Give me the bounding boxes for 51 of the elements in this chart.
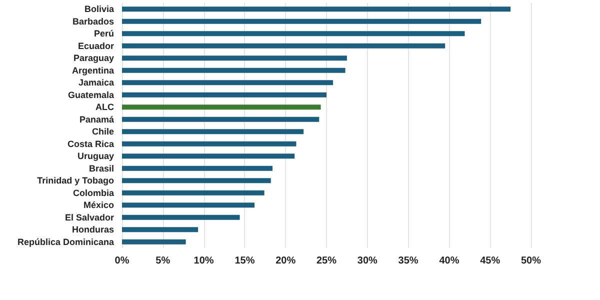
- bar: [122, 68, 346, 73]
- bar: [122, 6, 511, 12]
- x-tick-label: 5%: [156, 256, 170, 266]
- y-tick-label: Argentina: [72, 65, 115, 76]
- bar: [122, 56, 347, 61]
- bar: [122, 141, 296, 146]
- x-tick-label: 10%: [194, 256, 214, 266]
- y-tick-label: Jamaica: [78, 78, 115, 88]
- y-tick-label: Uruguay: [77, 151, 114, 162]
- bar: [122, 116, 320, 122]
- y-tick-label: Ecuador: [78, 40, 114, 51]
- bar: [122, 202, 255, 208]
- y-tick-label: Trinidad y Tobago: [37, 176, 114, 186]
- bar: [122, 104, 321, 110]
- y-tick-label: Barbados: [72, 16, 114, 26]
- bar: [122, 190, 264, 196]
- x-tick-label: 15%: [234, 256, 255, 266]
- bar: [122, 92, 326, 98]
- bar: [122, 43, 446, 48]
- x-tick-label: 20%: [276, 256, 296, 266]
- y-tick-label: Costa Rica: [67, 138, 115, 149]
- y-tick-label: México: [83, 200, 114, 210]
- y-tick-label: Perú: [94, 28, 114, 39]
- y-tick-label: El Salvador: [64, 212, 114, 222]
- y-tick-label: ALC: [96, 102, 114, 112]
- bar: [122, 239, 186, 244]
- y-tick-label: República Dominicana: [17, 236, 115, 247]
- bar: [122, 166, 273, 171]
- x-tick-label: 40%: [439, 256, 460, 266]
- bar: [122, 129, 304, 134]
- bar: [122, 227, 198, 232]
- x-tick-label: 45%: [480, 256, 500, 266]
- y-tick-label: Honduras: [72, 224, 114, 235]
- y-tick-label: Colombia: [72, 188, 115, 198]
- y-tick-label: Bolivia: [84, 4, 115, 14]
- y-tick-label: Guatemala: [68, 90, 115, 100]
- x-tick-label: 30%: [357, 256, 378, 266]
- x-tick-label: 25%: [316, 256, 337, 266]
- bar: [122, 80, 334, 86]
- bar: [122, 214, 240, 220]
- x-tick-label: 35%: [398, 256, 418, 266]
- y-tick-label: Panamá: [79, 114, 115, 124]
- x-tick-label: 0%: [114, 256, 130, 266]
- y-tick-label: Paraguay: [73, 53, 114, 64]
- y-tick-label: Chile: [92, 126, 114, 137]
- bar: [122, 178, 271, 184]
- y-tick-label: Brasil: [88, 163, 114, 174]
- bar: [122, 18, 482, 24]
- bar: [122, 31, 465, 36]
- bar: [122, 154, 295, 159]
- x-tick-label: 50%: [520, 256, 542, 266]
